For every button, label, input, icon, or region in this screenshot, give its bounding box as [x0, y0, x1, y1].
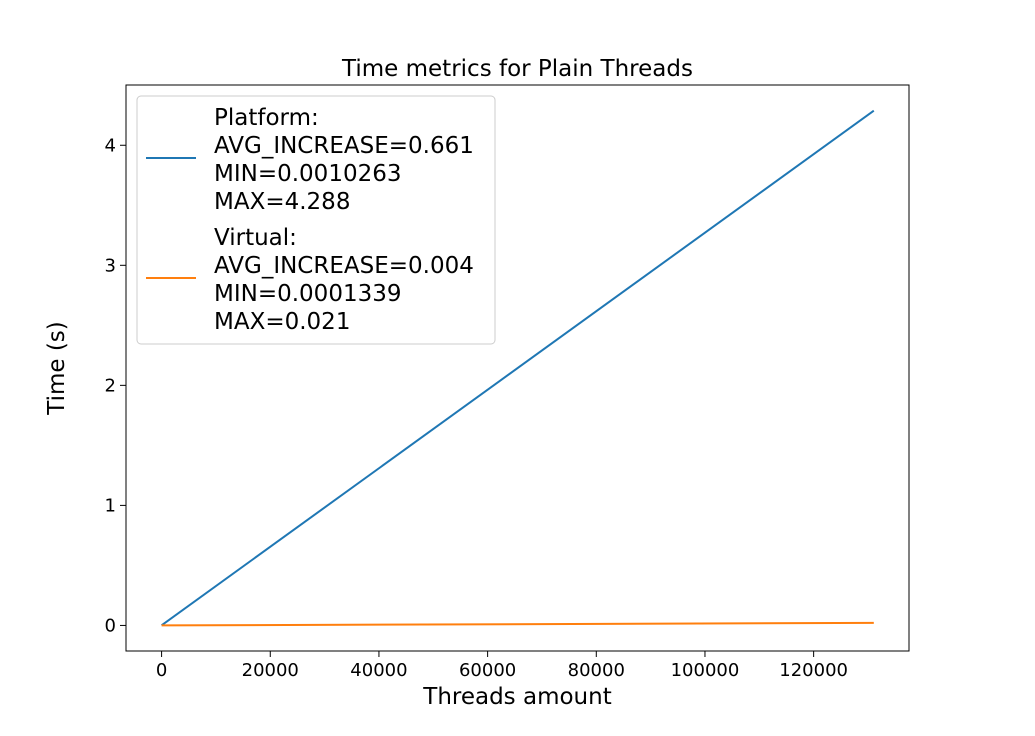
x-tick-label: 20000 [242, 660, 299, 681]
y-tick-label: 4 [105, 135, 116, 156]
x-axis-label: Threads amount [422, 684, 611, 710]
plot-frame [125, 84, 910, 652]
y-tick-label: 2 [105, 375, 116, 396]
y-tick-label: 3 [105, 255, 116, 276]
legend-label-1: Platform: AVG_INCREASE=0.661 MIN=0.0010263… [214, 105, 474, 215]
y-tick-label: 0 [105, 615, 116, 636]
legend: Platform: AVG_INCREASE=0.661 MIN=0.0010263… [136, 95, 496, 345]
x-tick-label: 40000 [350, 660, 407, 681]
y-axis-label: Time (s) [44, 321, 70, 416]
x-tick-label: 80000 [568, 660, 625, 681]
series-line-2 [161, 621, 874, 627]
series-line-1 [161, 109, 875, 627]
y-axis-ticks: 0 1 2 3 4 [105, 135, 126, 636]
chart-title: Time metrics for Plain Threads [341, 56, 693, 82]
y-tick-label: 1 [105, 495, 116, 516]
legend-box [136, 95, 496, 345]
x-tick-label: 120000 [779, 660, 848, 681]
series-layer [161, 109, 875, 627]
x-tick-label: 0 [156, 660, 167, 681]
legend-label-2: Virtual: AVG_INCREASE=0.004 MIN=0.0001339 M… [214, 225, 474, 335]
x-tick-label: 60000 [459, 660, 516, 681]
x-tick-label: 100000 [671, 660, 740, 681]
x-axis-ticks: 0 20000 40000 60000 80000 100000 120000 [156, 651, 848, 681]
